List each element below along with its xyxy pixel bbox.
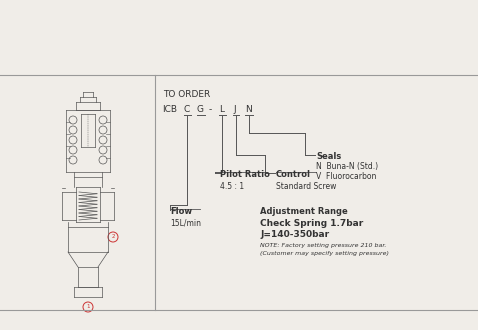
Text: V  Fluorocarbon: V Fluorocarbon <box>316 172 376 181</box>
Text: Flow: Flow <box>170 207 192 216</box>
Text: N  Buna-N (Std.): N Buna-N (Std.) <box>316 162 378 171</box>
Text: N: N <box>245 106 252 115</box>
Text: TO ORDER: TO ORDER <box>163 90 210 99</box>
Text: Standard Screw: Standard Screw <box>276 182 337 191</box>
Text: (Customer may specify setting pressure): (Customer may specify setting pressure) <box>260 251 389 256</box>
Text: J: J <box>233 106 236 115</box>
Text: ICB: ICB <box>162 106 177 115</box>
Text: Adjustment Range: Adjustment Range <box>260 207 348 216</box>
Text: G: G <box>197 106 204 115</box>
Text: Check Spring 1.7bar: Check Spring 1.7bar <box>260 219 363 228</box>
Text: 2: 2 <box>111 235 115 240</box>
Text: 4.5 : 1: 4.5 : 1 <box>220 182 244 191</box>
Text: C: C <box>184 106 190 115</box>
Text: NOTE: Factory setting pressure 210 bar.: NOTE: Factory setting pressure 210 bar. <box>260 243 386 248</box>
Text: -: - <box>209 106 212 115</box>
Text: L: L <box>219 106 224 115</box>
Text: 15L/min: 15L/min <box>170 219 201 228</box>
Text: Control: Control <box>276 170 311 179</box>
Text: Seals: Seals <box>316 152 341 161</box>
Text: J=140-350bar: J=140-350bar <box>260 230 329 239</box>
Text: Pilot Ratio: Pilot Ratio <box>220 170 270 179</box>
Text: 1: 1 <box>86 305 90 310</box>
